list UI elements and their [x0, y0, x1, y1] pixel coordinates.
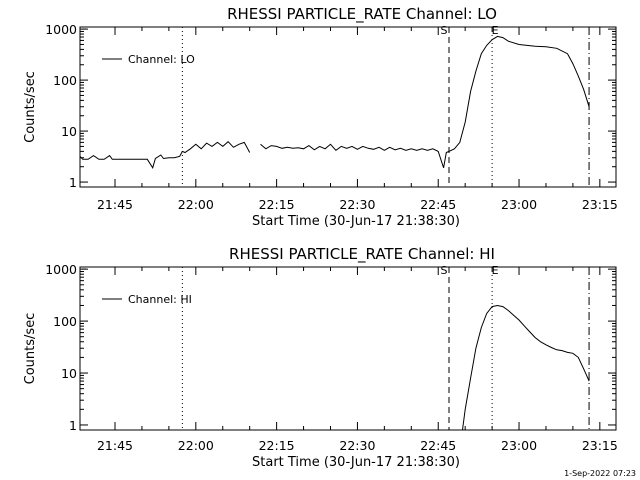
- plot-frame: [79, 266, 617, 431]
- plot-frame: [79, 26, 617, 188]
- chart-title: RHESSI PARTICLE_RATE Channel: HI: [229, 245, 495, 264]
- x-tick-label: 23:15: [582, 197, 618, 212]
- event-marker-label: S: [441, 264, 448, 277]
- x-tick-label: 21:45: [97, 438, 133, 453]
- event-marker-label: E: [492, 264, 499, 277]
- event-marker-label: E: [492, 24, 499, 37]
- x-tick-label: 22:00: [178, 197, 214, 212]
- chart-title: RHESSI PARTICLE_RATE Channel: LO: [227, 5, 497, 24]
- y-tick-label: 1: [69, 418, 77, 433]
- event-marker-label: S: [441, 24, 448, 37]
- y-tick-label: 1: [69, 175, 77, 190]
- series-line-0-segment-1: [260, 35, 590, 168]
- x-tick-label: 22:45: [420, 197, 456, 212]
- legend-label: Channel: LO: [128, 53, 195, 66]
- series-line-0-segment-0: [462, 304, 590, 430]
- x-tick-label: 23:00: [501, 438, 537, 453]
- y-tick-label: 1000: [45, 262, 77, 277]
- y-tick-label: 10: [61, 124, 77, 139]
- x-tick-label: 22:30: [339, 438, 375, 453]
- x-axis-label: Start Time (30-Jun-17 21:38:30): [252, 214, 460, 229]
- x-tick-label: 22:30: [339, 197, 375, 212]
- y-tick-label: 1000: [45, 22, 77, 37]
- x-tick-label: 22:15: [259, 438, 295, 453]
- x-tick-label: 23:00: [501, 197, 537, 212]
- x-tick-label: 22:00: [178, 438, 214, 453]
- date-stamp: 1-Sep-2022 07:23: [564, 469, 636, 478]
- y-tick-label: 100: [53, 73, 77, 88]
- y-axis-label: Counts/sec: [23, 313, 38, 385]
- x-tick-label: 21:45: [97, 197, 133, 212]
- y-tick-label: 10: [61, 366, 77, 381]
- y-axis-label: Counts/sec: [23, 71, 38, 143]
- x-tick-label: 22:15: [259, 197, 295, 212]
- x-tick-label: 23:15: [582, 438, 618, 453]
- chart-panel-0: RHESSI PARTICLE_RATE Channel: LO 1 10 100 10…: [23, 5, 618, 229]
- y-tick-label: 100: [53, 314, 77, 329]
- x-axis-label: Start Time (30-Jun-17 21:38:30): [252, 455, 460, 470]
- chart-panel-1: RHESSI PARTICLE_RATE Channel: HI 1 10 100 10…: [23, 245, 618, 470]
- series-line-0-segment-0: [80, 141, 251, 170]
- legend-label: Channel: HI: [128, 293, 192, 306]
- x-tick-label: 22:45: [420, 438, 456, 453]
